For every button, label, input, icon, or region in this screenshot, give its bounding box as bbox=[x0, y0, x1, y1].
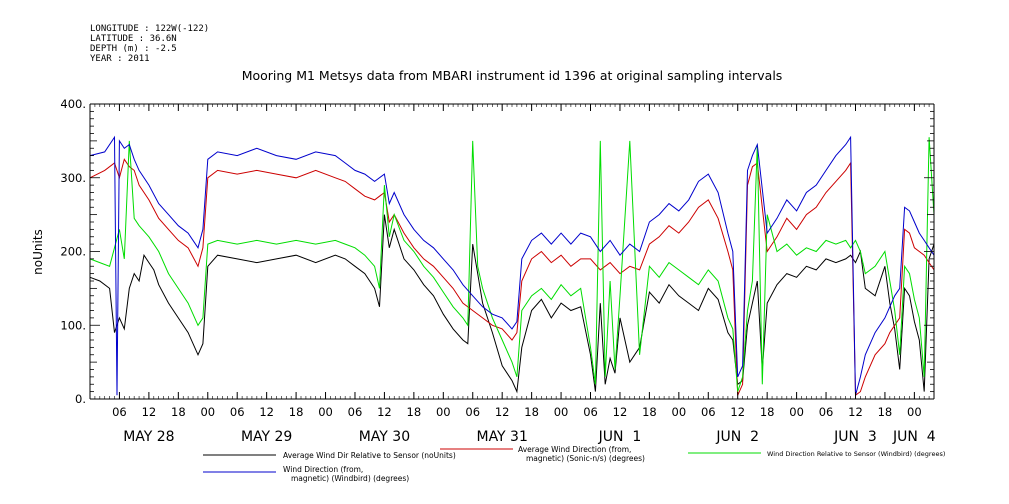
x-tick-label: 12 bbox=[730, 405, 745, 419]
date-label: JUN 1 bbox=[598, 429, 642, 445]
x-tick-label: 06 bbox=[465, 405, 480, 419]
legend: Average Wind Dir Relative to Sensor (noU… bbox=[203, 445, 945, 483]
series-line-2 bbox=[89, 137, 935, 392]
axes bbox=[89, 103, 935, 400]
x-tick-label: 06 bbox=[701, 405, 716, 419]
series-layer bbox=[89, 135, 935, 397]
date-label: MAY 31 bbox=[476, 429, 527, 445]
date-label: MAY 30 bbox=[359, 429, 410, 445]
date-label: MAY 28 bbox=[123, 429, 174, 445]
x-tick-label: 18 bbox=[524, 405, 539, 419]
y-axis-label: noUnits bbox=[31, 229, 45, 275]
meta-latitude: LATITUDE : 36.6N bbox=[90, 34, 177, 44]
x-tick-label: 12 bbox=[495, 405, 510, 419]
date-label: JUN 3 bbox=[833, 429, 877, 445]
date-label: JUN 2 bbox=[715, 429, 759, 445]
y-tick-label: 400. bbox=[60, 97, 86, 111]
y-tick-label: 100. bbox=[60, 318, 86, 332]
x-tick-label: 06 bbox=[819, 405, 834, 419]
legend-label-3a: Wind Direction (from, bbox=[283, 465, 363, 474]
x-tick-label: 06 bbox=[230, 405, 245, 419]
meta-depth: DEPTH (m) : -2.5 bbox=[90, 44, 177, 54]
x-tick-label: 18 bbox=[642, 405, 657, 419]
x-tick-labels: 06 12 18 00 06 12 18 00 06 12 18 00 06 12 18 00 06 12 18 00… bbox=[112, 405, 922, 419]
date-labels: MAY 28 MAY 29 MAY 30 MAY 31 JUN 1 JUN 2 JUN 3 J… bbox=[123, 429, 936, 445]
x-tick-label: 06 bbox=[348, 405, 363, 419]
x-tick-label: 18 bbox=[407, 405, 422, 419]
meta-longitude: LONGITUDE : 122W(-122) bbox=[90, 24, 209, 34]
x-tick-label: 18 bbox=[171, 405, 186, 419]
legend-label-1a: Average Wind Direction (from, bbox=[518, 445, 631, 454]
x-tick-label: 00 bbox=[200, 405, 215, 419]
x-tick-label: 06 bbox=[583, 405, 598, 419]
x-tick-label: 00 bbox=[436, 405, 451, 419]
date-label: MAY 29 bbox=[241, 429, 292, 445]
date-label: JUN 4 bbox=[892, 429, 936, 445]
legend-label-0: Average Wind Dir Relative to Sensor (noU… bbox=[283, 451, 456, 460]
y-tick-label: 200. bbox=[60, 245, 86, 259]
series-line-3 bbox=[89, 135, 935, 396]
y-tick-label: 0. bbox=[75, 392, 86, 406]
x-tick-label: 18 bbox=[289, 405, 304, 419]
x-tick-label: 12 bbox=[613, 405, 628, 419]
series-line-1 bbox=[89, 158, 935, 397]
y-tick-label: 300. bbox=[60, 171, 86, 185]
y-tick-labels: 0. 100. 200. 300. 400. bbox=[60, 97, 86, 406]
x-tick-label: 18 bbox=[878, 405, 893, 419]
x-tick-label: 12 bbox=[142, 405, 157, 419]
x-tick-label: 00 bbox=[789, 405, 804, 419]
legend-label-1b: magnetic) (Sonic-n/s) (degrees) bbox=[526, 454, 645, 463]
x-tick-label: 12 bbox=[259, 405, 274, 419]
legend-label-3b: magnetic) (Windbird) (degrees) bbox=[291, 474, 409, 483]
x-tick-label: 00 bbox=[554, 405, 569, 419]
metadata-block: LONGITUDE : 122W(-122) LATITUDE : 36.6N … bbox=[90, 24, 209, 64]
legend-label-2: Wind Direction Relative to Sensor (Windb… bbox=[767, 450, 945, 458]
x-tick-label: 12 bbox=[377, 405, 392, 419]
meta-year: YEAR : 2011 bbox=[90, 54, 150, 64]
series-line-0 bbox=[89, 214, 935, 394]
x-tick-label: 06 bbox=[112, 405, 127, 419]
chart-title: Mooring M1 Metsys data from MBARI instru… bbox=[242, 68, 783, 83]
x-tick-label: 00 bbox=[318, 405, 333, 419]
x-tick-label: 00 bbox=[907, 405, 922, 419]
x-tick-label: 18 bbox=[760, 405, 775, 419]
x-tick-label: 12 bbox=[848, 405, 863, 419]
x-tick-label: 00 bbox=[672, 405, 687, 419]
